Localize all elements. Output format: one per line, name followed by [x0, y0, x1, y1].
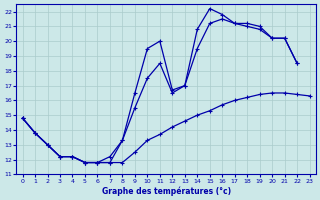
X-axis label: Graphe des températures (°c): Graphe des températures (°c)	[101, 186, 231, 196]
